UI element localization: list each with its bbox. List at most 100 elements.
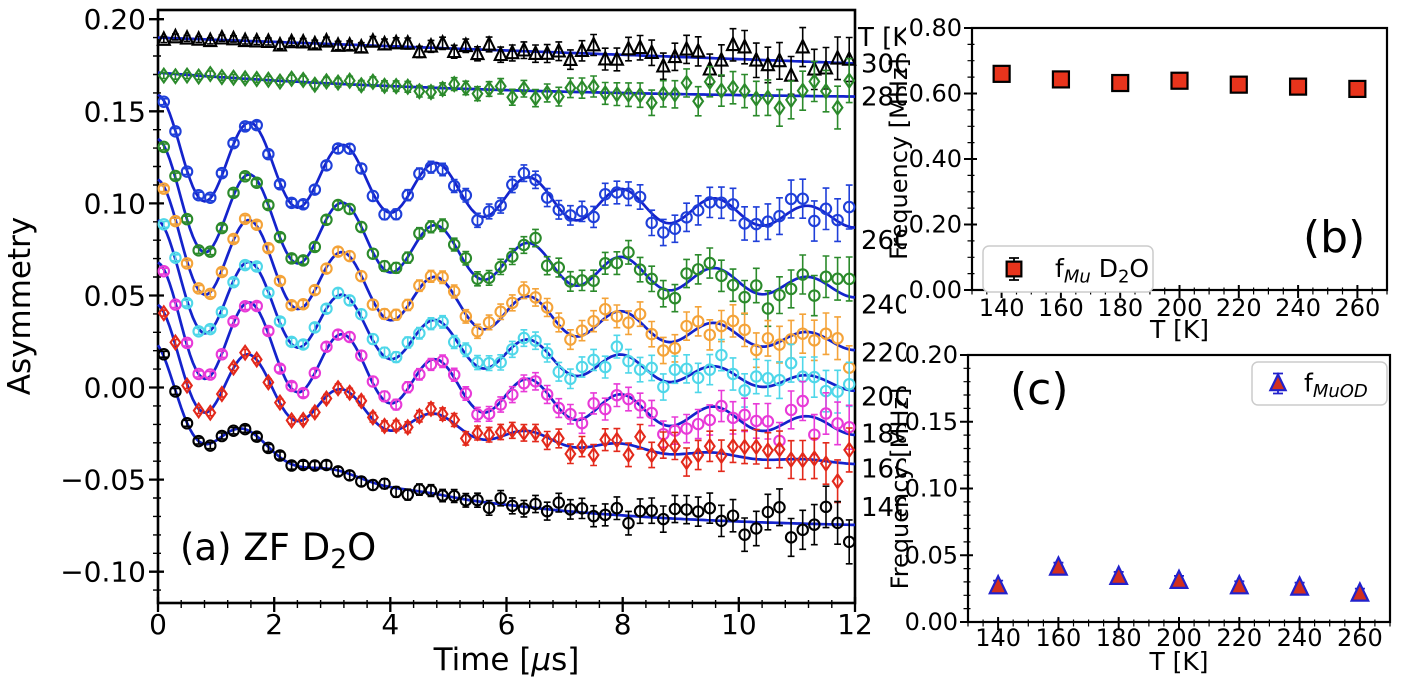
panel-b-frequency-chart: 140 160 180 200 220 240 260 0.00 0.20 0.40 0.60 0.8… [885,14,1389,342]
data-point-marker [250,430,263,443]
data-point-marker [355,475,368,488]
y-tick-label: 0.10 [84,187,146,220]
data-point-marker [575,360,589,374]
data-point-marker [424,270,438,283]
data-point-marker [483,80,496,98]
data-point-marker [657,512,670,526]
data-point-marker [413,227,426,240]
fit-line-200K [157,218,856,393]
data-point-marker [413,82,426,100]
data-point-marker [575,502,589,515]
text-run: 140 [979,294,1025,322]
x-tick-label: 8 [614,608,632,641]
series-300K [156,26,857,96]
data-point-marker [436,270,449,284]
data-point-marker [413,407,426,425]
data-point-marker [250,118,263,132]
y-tick-label: 0.00 [84,372,146,405]
data-point-marker [320,458,333,472]
data-point-marker [237,31,253,48]
legend-box [982,245,1154,293]
text-run: 6 [498,608,516,641]
data-point-marker [250,260,263,273]
data-point-marker [691,505,705,518]
text-run: 260 [1337,624,1383,652]
text-run: T [K] [1148,647,1208,676]
data-point-marker [506,421,519,440]
data-point-marker [273,315,287,328]
x-tick-label: 220 [1216,294,1262,322]
text-run: μ [530,642,551,678]
text-run: 200 [1156,624,1202,652]
data-point-marker [378,477,391,490]
error-bars-220K [160,184,853,391]
y-tick-label: 0.15 [905,408,958,436]
data-point-marker [332,379,345,397]
data-point-marker [238,170,252,183]
data-point-marker [633,307,647,321]
data-point-marker [494,398,507,411]
data-point-marker [167,27,184,44]
data-point-marker [842,378,856,391]
data-point-marker [645,94,658,112]
data-point-marker [262,241,275,255]
text-run: 300 [861,49,906,79]
data-point-marker [297,411,310,429]
data-point-marker [204,245,217,258]
data-point-marker [343,142,356,155]
data-point-marker [598,508,612,522]
data-point-marker [273,393,287,412]
data-point-marker [587,509,600,523]
data-point-marker [262,286,275,299]
data-point-marker [296,297,310,311]
y-tick-label: 0.20 [909,211,962,239]
data-point-marker [784,531,798,544]
text-run: 260 [861,226,906,256]
data-point-marker [355,392,368,410]
data-point-marker [517,377,531,390]
data-point-marker [413,327,426,340]
data-point-marker [773,373,786,387]
data-point-marker [645,272,658,286]
data-point-marker [680,422,693,435]
data-point-marker [482,356,496,370]
data-point-marker [988,573,1009,595]
data-point-marker [574,41,590,58]
data-point-marker [667,47,683,64]
data-point-marker [599,430,612,449]
data-point-marker [575,324,589,337]
text-run: 220 [1216,624,1262,652]
data-point-marker [761,88,774,107]
text-run: 0 [149,608,167,641]
series-140K [156,344,856,565]
markers-200K [157,218,856,398]
text-run: −0.05 [60,464,146,497]
data-point-marker [320,159,333,172]
data-point-marker [517,79,530,98]
data-point-marker [169,169,182,183]
data-point-marker [506,388,519,401]
data-point-marker [250,70,263,88]
data-point-marker [401,418,414,436]
data-point-marker [831,98,844,117]
major-ticks [149,18,857,612]
data-point-marker [632,38,648,55]
data-point-marker [668,502,682,516]
data-point-marker [831,472,844,490]
data-point-marker [204,191,217,204]
data-point-marker [169,251,182,265]
text-run: 2 [265,608,283,641]
data-point-marker [738,408,751,422]
data-point-marker [715,348,728,362]
error-bars-240K [160,143,853,328]
y-tick-label: 0.05 [905,541,958,569]
data-point-marker [353,37,369,54]
data-point-marker [169,67,182,85]
data-point-marker [296,458,310,472]
data-point-marker [1048,554,1069,576]
data-point-marker [703,413,717,427]
data-point-marker [842,272,856,286]
data-point-marker [527,44,544,60]
data-point-marker [180,257,194,270]
x-tick-label: 140 [975,624,1021,652]
